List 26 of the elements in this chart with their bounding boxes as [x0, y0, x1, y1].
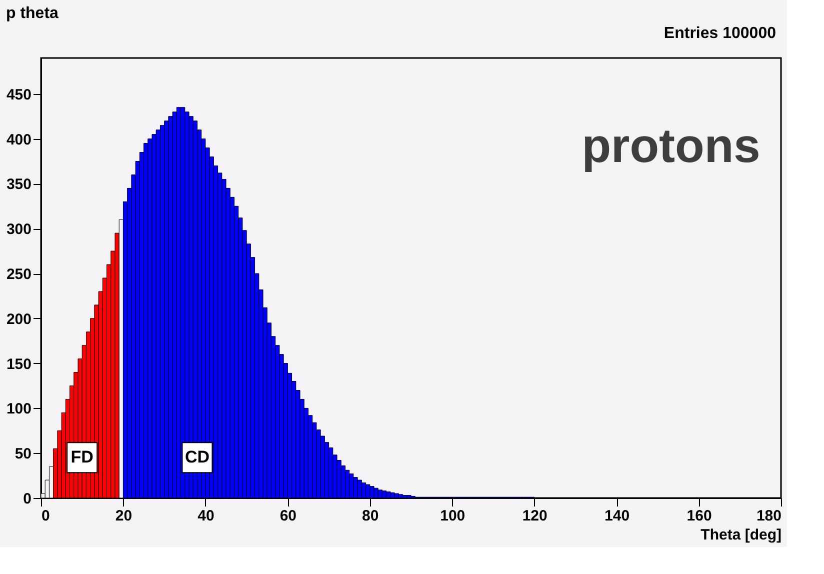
y-tick-label: 150 — [6, 356, 32, 373]
y-tick-label: 350 — [6, 176, 32, 194]
x-tick-label: 40 — [198, 508, 214, 524]
x-tick-label: 120 — [522, 508, 548, 524]
chart-title: p theta — [6, 5, 59, 22]
x-tick-label: 60 — [280, 508, 297, 524]
x-tick-label: 0 — [42, 508, 50, 524]
y-tick-label: 50 — [14, 446, 32, 463]
y-tick-label: 200 — [6, 310, 32, 328]
x-tick-label: 160 — [686, 508, 712, 524]
x-tick-label: 100 — [440, 508, 466, 524]
y-tick-label: 250 — [6, 266, 32, 284]
x-tick-label: 20 — [115, 508, 132, 524]
y-tick-label: 100 — [6, 400, 32, 418]
x-axis-title: Theta [deg] — [700, 526, 782, 544]
annotation: FD — [70, 448, 94, 467]
y-tick-label: 450 — [6, 86, 32, 104]
y-tick-label: 0 — [23, 490, 32, 508]
annotation: CD — [184, 448, 210, 467]
x-tick-label: 140 — [604, 508, 630, 524]
y-tick-label: 300 — [6, 221, 32, 238]
y-tick-label: 400 — [6, 131, 32, 148]
text: Entries 100000 — [664, 25, 776, 42]
annotation: protons — [582, 120, 760, 173]
x-tick-label: 80 — [362, 508, 379, 524]
x-tick-label: 180 — [756, 508, 782, 524]
